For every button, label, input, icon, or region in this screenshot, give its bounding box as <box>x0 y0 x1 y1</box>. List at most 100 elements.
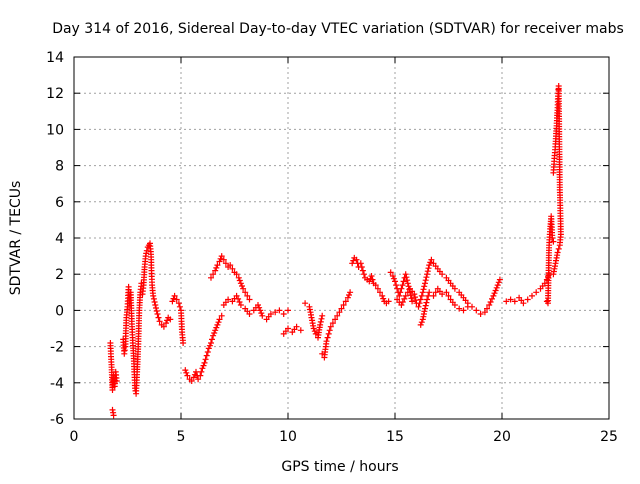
data-point <box>393 282 400 289</box>
data-point <box>218 253 225 260</box>
data-point <box>400 278 407 285</box>
data-point <box>398 285 405 292</box>
data-point <box>430 292 437 299</box>
data-point <box>432 289 439 296</box>
data-point <box>481 309 488 316</box>
data-point <box>327 323 334 330</box>
data-point <box>346 292 352 298</box>
data-point <box>276 307 283 314</box>
data-point <box>556 242 563 249</box>
data-point <box>151 299 158 305</box>
data-point <box>235 274 242 281</box>
x-tick-label: 20 <box>493 429 511 445</box>
data-point <box>110 412 117 419</box>
data-point <box>319 312 326 319</box>
data-point <box>212 267 219 274</box>
data-point <box>163 320 169 327</box>
data-point <box>347 289 354 296</box>
data-point <box>213 264 220 271</box>
data-point <box>210 332 217 339</box>
data-point <box>550 271 557 278</box>
data-point <box>425 265 432 272</box>
data-point <box>175 300 182 307</box>
data-point <box>113 378 120 384</box>
data-point <box>422 277 429 284</box>
plot-frame <box>73 56 610 420</box>
data-point <box>318 315 325 322</box>
data-point <box>267 311 274 317</box>
grid <box>74 57 609 419</box>
data-point <box>208 274 214 281</box>
data-point <box>239 283 245 289</box>
data-point <box>326 327 333 334</box>
data-point <box>208 340 214 346</box>
data-point <box>340 302 347 308</box>
data-point <box>487 299 494 305</box>
data-point <box>210 271 217 278</box>
data-point <box>423 274 430 281</box>
data-point <box>213 324 220 331</box>
data-point <box>258 310 265 317</box>
data-point <box>235 295 242 302</box>
data-point <box>415 303 422 310</box>
data-point <box>451 285 458 292</box>
data-point <box>167 316 174 323</box>
data-series <box>107 83 564 419</box>
x-axis-label: GPS time / hours <box>281 459 398 475</box>
data-point <box>152 302 159 308</box>
data-point <box>418 319 425 326</box>
data-point <box>164 317 171 324</box>
data-point <box>199 365 206 372</box>
data-point <box>297 327 304 334</box>
data-point <box>424 296 431 303</box>
data-point <box>399 282 406 289</box>
data-point <box>503 298 510 305</box>
data-point <box>426 262 433 269</box>
data-point <box>153 308 160 314</box>
data-point <box>222 260 229 267</box>
data-point <box>496 276 503 283</box>
data-point <box>397 289 404 296</box>
data-point <box>421 283 428 290</box>
data-point <box>387 269 394 276</box>
data-point <box>385 298 392 305</box>
data-point <box>419 289 426 296</box>
data-point <box>493 284 500 291</box>
data-point <box>490 292 497 299</box>
data-point <box>236 299 243 305</box>
data-point <box>392 278 398 285</box>
data-point <box>183 369 190 376</box>
data-point <box>215 319 222 326</box>
data-point <box>302 300 309 307</box>
x-tick-label: 25 <box>600 429 618 445</box>
data-point <box>329 320 336 327</box>
data-point <box>477 311 484 317</box>
data-point <box>150 292 157 299</box>
data-point <box>317 318 324 325</box>
data-point <box>380 295 387 302</box>
data-point <box>555 245 562 252</box>
data-point <box>426 289 433 296</box>
data-point <box>216 258 223 265</box>
data-point <box>473 307 480 314</box>
data-point <box>184 372 191 379</box>
data-point <box>195 376 202 383</box>
data-point <box>237 302 244 308</box>
data-point <box>404 289 411 296</box>
x-tick-label: 0 <box>70 429 79 445</box>
data-point <box>246 311 253 317</box>
data-point <box>451 302 458 308</box>
data-point <box>227 262 234 269</box>
data-point <box>399 299 406 305</box>
data-point <box>416 300 423 307</box>
data-point <box>353 256 360 263</box>
data-point <box>417 296 424 303</box>
data-point <box>507 296 514 303</box>
data-point <box>374 285 381 292</box>
data-point <box>334 312 341 319</box>
data-point <box>204 349 211 355</box>
data-point <box>182 367 189 374</box>
data-point <box>218 312 225 319</box>
data-point <box>202 356 209 363</box>
